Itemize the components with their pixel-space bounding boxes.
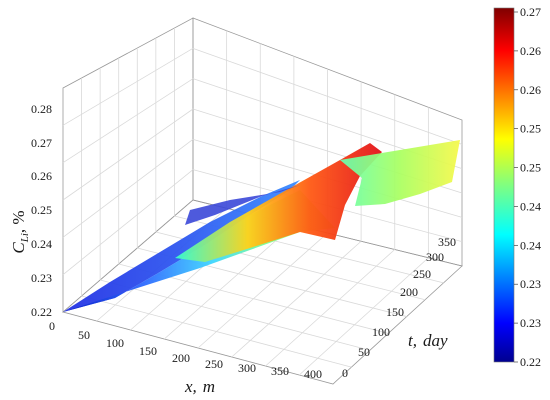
colorbar-tick-label: 0.23 xyxy=(520,316,541,330)
colorbar-gradient xyxy=(493,7,515,363)
grid-line xyxy=(197,232,328,349)
surface-patch-low xyxy=(63,180,300,312)
x-tick: 400 xyxy=(304,367,322,381)
colorbar-tick-label: 0.26 xyxy=(520,83,541,97)
grid-line xyxy=(265,249,396,367)
x-tick: 250 xyxy=(205,357,223,371)
z-tick: 0.28 xyxy=(31,102,52,116)
x-tick: 0 xyxy=(49,319,55,333)
colorbar-tick-label: 0.24 xyxy=(520,199,541,213)
colorbar-tick-label: 0.27 xyxy=(520,5,541,19)
t-tick: 250 xyxy=(413,267,431,281)
colorbar: 0.27 0.26 0.26 0.25 0.25 0.24 0.24 0.23 0.23 0.22 xyxy=(493,5,541,369)
colorbar-tick-label: 0.26 xyxy=(520,44,541,58)
x-axis-label: x, m xyxy=(184,377,215,396)
z-tick: 0.23 xyxy=(31,271,52,285)
grid-line xyxy=(62,47,194,126)
t-tick: 50 xyxy=(358,345,370,359)
t-tick: 200 xyxy=(400,285,418,299)
z-axis-label: CLi, % xyxy=(9,210,31,253)
x-tick: 300 xyxy=(238,361,256,375)
x-tick: 50 xyxy=(78,328,90,342)
surface-patch-back xyxy=(340,140,460,206)
grid-line xyxy=(100,279,370,351)
colorbar-ticks: 0.27 0.26 0.26 0.25 0.25 0.24 0.24 0.23 0.23 0.22 xyxy=(514,5,541,369)
grid-line xyxy=(62,139,194,238)
grid-line xyxy=(81,295,352,368)
grid-line xyxy=(298,257,429,376)
t-tick: 150 xyxy=(386,305,404,319)
colorbar-tick-label: 0.25 xyxy=(520,122,541,136)
x-axis: 0 50 100 150 200 250 300 350 400 x, m xyxy=(49,319,322,396)
grid-line xyxy=(62,108,194,201)
z-axis: 0.22 0.23 0.24 0.25 0.26 0.27 0.28 CLi, … xyxy=(9,102,52,319)
z-tick: 0.27 xyxy=(31,136,52,150)
z-tick: 0.22 xyxy=(31,305,52,319)
grid-line xyxy=(231,240,362,358)
z-tick: 0.24 xyxy=(31,237,52,251)
grid-line xyxy=(62,169,194,275)
colorbar-tick-label: 0.22 xyxy=(520,355,541,369)
colorbar-tick-label: 0.24 xyxy=(520,238,541,252)
surface-patch-ridge xyxy=(175,143,382,262)
z-tick: 0.25 xyxy=(31,203,52,217)
t-axis: 0 50 100 150 200 250 300 350 t, day xyxy=(342,235,456,380)
x-tick: 150 xyxy=(139,344,157,358)
x-tick: 350 xyxy=(271,364,289,378)
t-tick: 100 xyxy=(372,325,390,339)
x-tick: 100 xyxy=(106,336,124,350)
t-axis-label: t, day xyxy=(408,331,448,350)
z-tick: 0.26 xyxy=(31,169,52,183)
grid-line xyxy=(163,224,295,340)
x-tick: 200 xyxy=(172,351,190,365)
colorbar-tick-label: 0.23 xyxy=(520,277,541,291)
t-tick: 300 xyxy=(426,250,444,264)
surface xyxy=(63,140,460,312)
t-tick: 0 xyxy=(342,366,348,380)
colorbar-tick-label: 0.25 xyxy=(520,161,541,175)
surface-patch-upper-blue xyxy=(185,185,300,225)
grid-line xyxy=(62,78,194,164)
t-tick: 350 xyxy=(438,235,456,249)
